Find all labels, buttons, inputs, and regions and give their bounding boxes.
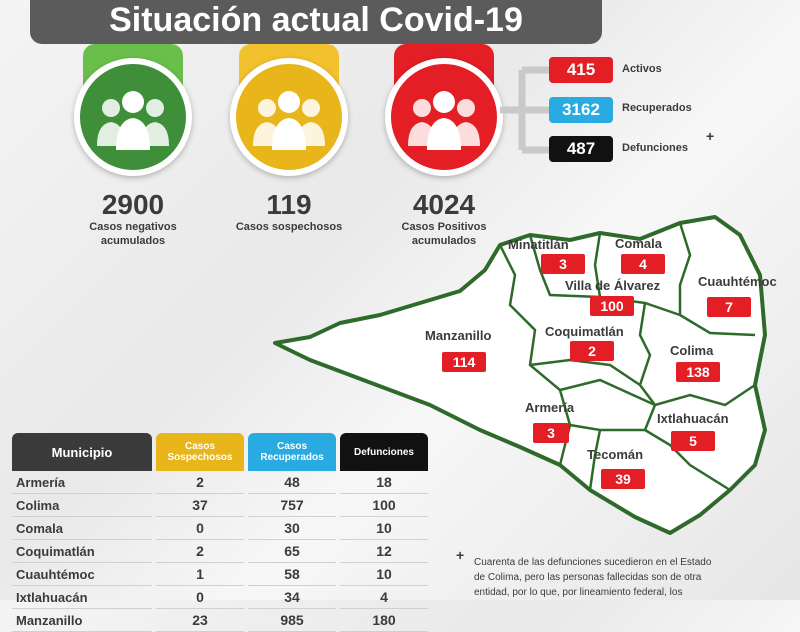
- cell-recuperados: 48: [248, 471, 336, 494]
- footnote-line: de Colima, pero las personas fallecidas …: [474, 572, 702, 583]
- sospechosos-number: 119: [266, 189, 312, 220]
- recuperados-value: 3162: [549, 97, 613, 123]
- summary-negativos: 2900 Casos negativos acumulados: [53, 44, 213, 248]
- negativos-label: Casos negativos: [89, 221, 177, 233]
- defunciones-value: 487: [549, 136, 613, 162]
- cell-defunciones: 100: [340, 494, 428, 517]
- cell-municipio: Armería: [12, 471, 152, 494]
- people-icon: [385, 58, 503, 176]
- people-icon: [230, 58, 348, 176]
- cell-defunciones: 10: [340, 517, 428, 540]
- people-icon: [74, 58, 192, 176]
- cell-sospechosos: 2: [156, 540, 244, 563]
- cell-defunciones: 18: [340, 471, 428, 494]
- cell-municipio: Coquimatlán: [12, 540, 152, 563]
- summary-sospechosos: 119 Casos sospechosos: [209, 44, 369, 234]
- map-label-coquimatlan: Coquimatlán: [545, 324, 624, 339]
- municipios-table: Municipio Casos Sospechosos Casos Recupe…: [8, 433, 438, 632]
- cell-sospechosos: 23: [156, 609, 244, 632]
- map-value-villa-de-alvarez: 100: [590, 296, 634, 316]
- map-label-villa-de-alvarez: Villa de Álvarez: [565, 278, 661, 293]
- footnote-line: Cuarenta de las defunciones sucedieron e…: [474, 557, 712, 568]
- map-label-comala: Comala: [615, 236, 662, 251]
- header-sospechosos-line1: Casos: [184, 441, 215, 452]
- cell-municipio: Colima: [12, 494, 152, 517]
- cell-municipio: Ixtlahuacán: [12, 586, 152, 609]
- footnote: Cuarenta de las defunciones sucedieron e…: [474, 555, 794, 600]
- header-recuperados: Casos Recuperados: [248, 433, 336, 471]
- table-row: Ixtlahuacán 0 34 4: [12, 586, 428, 609]
- page-title: Situación actual Covid-19: [109, 1, 523, 39]
- cell-sospechosos: 37: [156, 494, 244, 517]
- header-recuperados-line1: Casos: [276, 441, 307, 452]
- map-label-manzanillo: Manzanillo: [425, 328, 492, 343]
- note-mark: +: [456, 547, 465, 563]
- map-value-comala: 4: [621, 254, 665, 274]
- positivos-number: 4024: [412, 189, 476, 220]
- map-label-armeria: Armería: [525, 400, 575, 415]
- map-value-tecoman: 39: [601, 469, 645, 489]
- defunciones-mark: +: [706, 128, 715, 144]
- activos-value: 415: [549, 57, 613, 83]
- map-value-colima: 138: [676, 362, 720, 382]
- title-bar: Situación actual Covid-19: [30, 0, 602, 44]
- negativos-label-2: acumulados: [100, 235, 166, 247]
- negativos-number: 2900: [101, 189, 165, 220]
- table-row: Colima 37 757 100: [12, 494, 428, 517]
- cell-municipio: Cuauhtémoc: [12, 563, 152, 586]
- table-row: Coquimatlán 2 65 12: [12, 540, 428, 563]
- cell-sospechosos: 2: [156, 471, 244, 494]
- cell-defunciones: 4: [340, 586, 428, 609]
- positivos-label: Casos Positivos: [401, 221, 487, 233]
- map-label-cuauhtemoc: Cuauhtémoc: [698, 274, 777, 289]
- map-value-armeria: 3: [533, 423, 569, 443]
- cell-defunciones: 180: [340, 609, 428, 632]
- sospechosos-label: Casos sospechosos: [235, 221, 343, 233]
- recuperados-label: Recuperados: [622, 102, 692, 114]
- table-row: Cuauhtémoc 1 58 10: [12, 563, 428, 586]
- cell-sospechosos: 1: [156, 563, 244, 586]
- map-label-colima: Colima: [670, 343, 714, 358]
- cell-sospechosos: 0: [156, 517, 244, 540]
- cell-recuperados: 65: [248, 540, 336, 563]
- cell-recuperados: 985: [248, 609, 336, 632]
- map-value-cuauhtemoc: 7: [707, 297, 751, 317]
- table-row: Armería 2 48 18: [12, 471, 428, 494]
- header-defunciones: Defunciones: [340, 433, 428, 471]
- header-municipio: Municipio: [12, 433, 152, 471]
- header-recuperados-line2: Recuperados: [260, 452, 324, 463]
- map-label-ixtlahuacan: Ixtlahuacán: [657, 411, 729, 426]
- cell-defunciones: 12: [340, 540, 428, 563]
- cell-recuperados: 30: [248, 517, 336, 540]
- cell-municipio: Comala: [12, 517, 152, 540]
- map-value-manzanillo: 114: [442, 352, 486, 372]
- map-label-tecoman: Tecomán: [587, 447, 644, 462]
- footnote-line: entidad, por lo que, por lineamiento fed…: [474, 587, 683, 598]
- table-row: Comala 0 30 10: [12, 517, 428, 540]
- cell-recuperados: 58: [248, 563, 336, 586]
- map-value-ixtlahuacan: 5: [671, 431, 715, 451]
- header-sospechosos: Casos Sospechosos: [156, 433, 244, 471]
- cell-recuperados: 757: [248, 494, 336, 517]
- cell-sospechosos: 0: [156, 586, 244, 609]
- table-row: Manzanillo 23 985 180: [12, 609, 428, 632]
- cell-municipio: Manzanillo: [12, 609, 152, 632]
- bracket-connector: [500, 66, 550, 154]
- activos-label: Activos: [622, 63, 662, 75]
- header-sospechosos-line2: Sospechosos: [167, 452, 233, 463]
- summary-positivos: 4024 Casos Positivos acumulados: [364, 44, 524, 248]
- cell-recuperados: 34: [248, 586, 336, 609]
- defunciones-label: Defunciones: [622, 142, 689, 154]
- map-value-coquimatlan: 2: [570, 341, 614, 361]
- cell-defunciones: 10: [340, 563, 428, 586]
- map-value-minatitlan: 3: [541, 254, 585, 274]
- positivos-label-2: acumulados: [411, 235, 477, 247]
- map-label-minatitlan: Minatitlán: [508, 237, 569, 252]
- colima-map: [273, 215, 767, 535]
